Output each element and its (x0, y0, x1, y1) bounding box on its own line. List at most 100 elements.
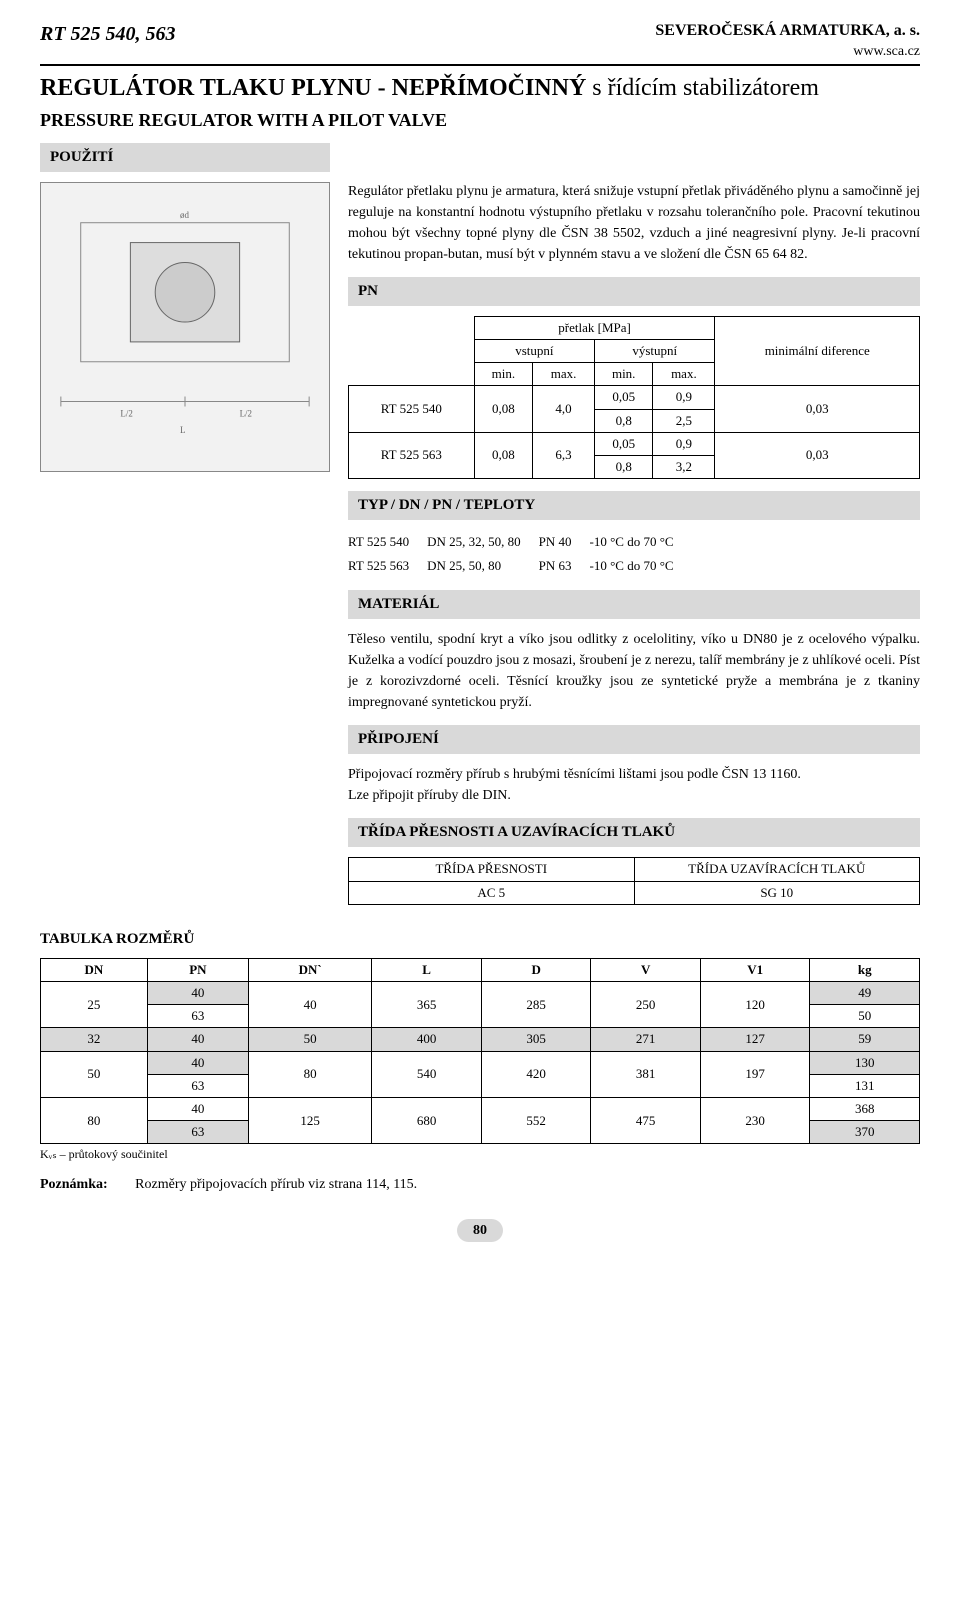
dims-V1: 127 (700, 1028, 810, 1051)
dims-col-head: kg (810, 958, 920, 981)
type-cell: PN 63 (539, 554, 590, 578)
technical-diagram: L/2 L/2 L ød (40, 182, 330, 472)
pn-cell: 0,05 (595, 386, 653, 409)
material-text: Těleso ventilu, spodní kryt a víko jsou … (348, 629, 920, 713)
pn-out-min: min. (595, 363, 653, 386)
note-label: Poznámka: (40, 1177, 108, 1192)
type-cell: RT 525 563 (348, 554, 427, 578)
dims-D: 285 (481, 982, 591, 1028)
dims-col-head: DN` (248, 958, 371, 981)
dims-D: 552 (481, 1097, 591, 1143)
dims-col-head: D (481, 958, 591, 981)
dims-L: 680 (372, 1097, 482, 1143)
dims-pn: 63 (147, 1074, 248, 1097)
dims-dnp: 40 (248, 982, 371, 1028)
pn-row-name: RT 525 563 (349, 432, 475, 478)
dims-kg: 130 (810, 1051, 920, 1074)
pouziti-text: Regulátor přetlaku plynu je armatura, kt… (348, 181, 920, 265)
pn-in-min: min. (474, 363, 532, 386)
pn-cell: 0,03 (715, 386, 920, 432)
right-column: Regulátor přetlaku plynu je armatura, kt… (348, 143, 920, 479)
dims-dnp: 125 (248, 1097, 371, 1143)
accuracy-table: TŘÍDA PŘESNOSTI TŘÍDA UZAVÍRACÍCH TLAKŮ … (348, 857, 920, 904)
main-title: REGULÁTOR TLAKU PLYNU - NEPŘÍMOČINNÝ s ř… (40, 72, 920, 106)
product-code: RT 525 540, 563 (40, 20, 176, 48)
pn-cell: 0,08 (474, 386, 532, 432)
dims-D: 305 (481, 1028, 591, 1051)
svg-text:L/2: L/2 (240, 408, 252, 418)
pn-cell: 0,9 (653, 386, 715, 409)
page-number-wrap: 80 (40, 1219, 920, 1243)
note-text: Rozměry připojovacích přírub viz strana … (135, 1177, 417, 1192)
dims-table: DNPNDN`LDVV1kg 2540403652852501204963503… (40, 958, 920, 1145)
pn-col-out: výstupní (595, 339, 715, 362)
pn-col-in: vstupní (474, 339, 594, 362)
dims-V: 381 (591, 1051, 701, 1097)
final-note: Poznámka: Rozměry připojovacích přírub v… (40, 1175, 920, 1195)
dims-V: 250 (591, 982, 701, 1028)
diagram-svg: L/2 L/2 L ød (41, 183, 329, 471)
dims-col-head: PN (147, 958, 248, 981)
pn-row-name: RT 525 540 (349, 386, 475, 432)
type-cell: DN 25, 32, 50, 80 (427, 530, 539, 554)
pn-in-max: max. (532, 363, 594, 386)
dims-L: 365 (372, 982, 482, 1028)
dims-V1: 197 (700, 1051, 810, 1097)
pn-cell: 6,3 (532, 432, 594, 478)
section-pripojeni-heading: PŘIPOJENÍ (348, 725, 920, 754)
dims-kg: 131 (810, 1074, 920, 1097)
dims-D: 420 (481, 1051, 591, 1097)
dims-kg: 59 (810, 1028, 920, 1051)
dims-kg: 50 (810, 1005, 920, 1028)
dims-pn: 63 (147, 1121, 248, 1144)
pn-cell: 3,2 (653, 455, 715, 478)
dims-kg: 370 (810, 1121, 920, 1144)
dims-pn: 40 (147, 1028, 248, 1051)
company-url: www.sca.cz (655, 42, 920, 62)
dims-pn: 63 (147, 1005, 248, 1028)
pn-cell: 2,5 (653, 409, 715, 432)
acc-col2-val: SG 10 (634, 881, 920, 904)
pn-cell: 0,9 (653, 432, 715, 455)
dims-pn: 40 (147, 1097, 248, 1120)
pn-out-max: max. (653, 363, 715, 386)
type-cell: PN 40 (539, 530, 590, 554)
type-cell: -10 °C do 70 °C (590, 530, 692, 554)
acc-col2-head: TŘÍDA UZAVÍRACÍCH TLAKŮ (634, 858, 920, 881)
dims-pn: 40 (147, 1051, 248, 1074)
subtitle-en: PRESSURE REGULATOR WITH A PILOT VALVE (40, 108, 920, 133)
section-pn-heading: PN (348, 277, 920, 306)
company-block: SEVEROČESKÁ ARMATURKA, a. s. www.sca.cz (655, 20, 920, 62)
dims-V: 475 (591, 1097, 701, 1143)
dims-dnp: 80 (248, 1051, 371, 1097)
dims-dn: 80 (41, 1097, 148, 1143)
pn-cell: 4,0 (532, 386, 594, 432)
type-cell: DN 25, 50, 80 (427, 554, 539, 578)
section-typ-heading: TYP / DN / PN / TEPLOTY (348, 491, 920, 520)
section-material-heading: MATERIÁL (348, 590, 920, 619)
pn-col-pressure: přetlak [MPa] (474, 316, 715, 339)
title-cz-suffix: s řídícím stabilizátorem (586, 75, 819, 101)
dims-dn: 50 (41, 1051, 148, 1097)
dims-col-head: V (591, 958, 701, 981)
dims-col-head: V1 (700, 958, 810, 981)
type-cell: -10 °C do 70 °C (590, 554, 692, 578)
dims-V1: 230 (700, 1097, 810, 1143)
kvs-note: Kᵥₛ – průtokový součinitel (40, 1146, 920, 1163)
dims-V: 271 (591, 1028, 701, 1051)
pn-cell: 0,8 (595, 409, 653, 432)
dims-V1: 120 (700, 982, 810, 1028)
pn-cell: 0,05 (595, 432, 653, 455)
section-pouziti-heading-side: POUŽITÍ (40, 143, 330, 172)
pn-cell: 0,8 (595, 455, 653, 478)
pripojeni-text2: Lze připojit příruby dle DIN. (348, 785, 920, 806)
dims-L: 540 (372, 1051, 482, 1097)
pn-table: přetlak [MPa] minimální diference vstupn… (348, 316, 920, 479)
dims-kg: 49 (810, 982, 920, 1005)
title-cz-bold: REGULÁTOR TLAKU PLYNU - NEPŘÍMOČINNÝ (40, 75, 586, 101)
dims-heading: TABULKA ROZMĚRŮ (40, 929, 920, 950)
svg-text:L: L (180, 425, 185, 435)
dims-col-head: L (372, 958, 482, 981)
acc-col1-head: TŘÍDA PŘESNOSTI (349, 858, 635, 881)
page-header: RT 525 540, 563 SEVEROČESKÁ ARMATURKA, a… (40, 20, 920, 66)
